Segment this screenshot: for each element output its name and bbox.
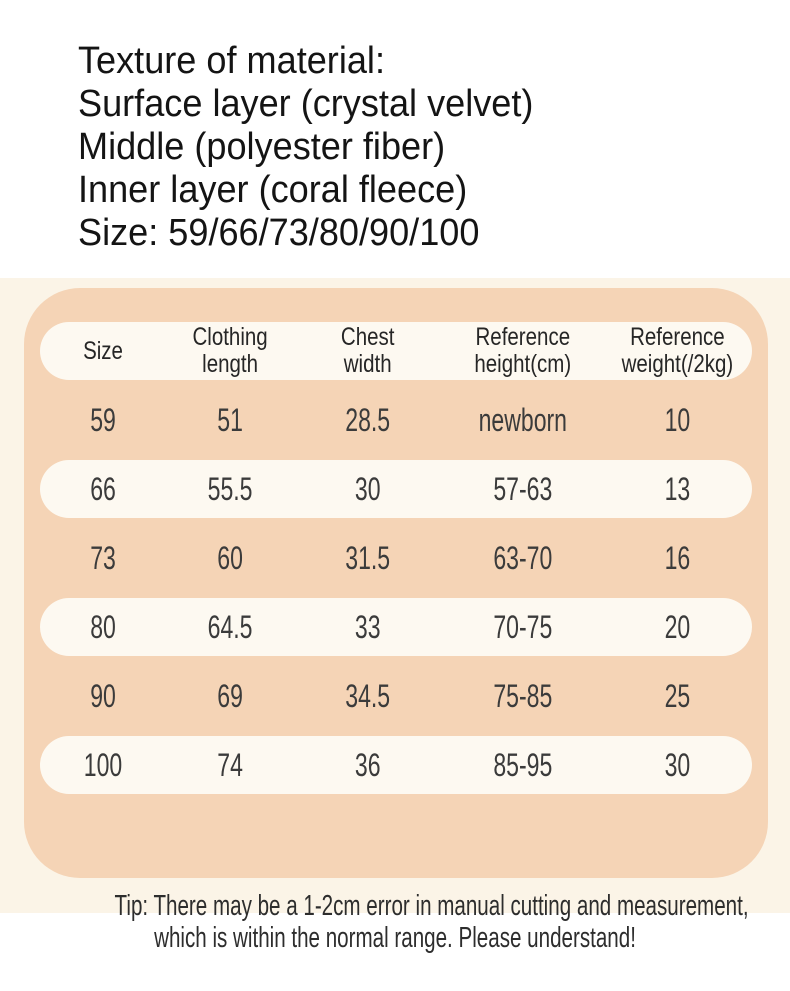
cell-reference-height: 70-75 [492, 608, 552, 645]
cell-chest-width: 33 [355, 608, 381, 645]
cell-reference-height: 75-85 [492, 677, 552, 714]
material-line-sizes: Size: 59/66/73/80/90/100 [78, 212, 480, 254]
table-row-100: 100 74 36 85-95 30 [40, 736, 752, 794]
cell-clothing-length: 74 [217, 746, 243, 783]
cell-clothing-length: 51 [217, 401, 243, 438]
size-chart-card: Size Clothing length Chest width Referen… [24, 288, 768, 878]
cell-chest-width: 34.5 [345, 677, 391, 714]
cell-reference-weight: 20 [664, 608, 691, 645]
table-row-90: 90 69 34.5 75-85 25 [40, 667, 752, 725]
material-line-inner: Inner layer (coral fleece) [78, 169, 468, 211]
tip-line-1: Tip: There may be a 1-2cm error in manua… [114, 890, 749, 922]
table-row-80: 80 64.5 33 70-75 20 [40, 598, 752, 656]
cell-chest-width: 28.5 [345, 401, 391, 438]
cell-reference-height: 57-63 [492, 470, 552, 507]
cell-chest-width: 36 [355, 746, 381, 783]
cell-size: 80 [90, 608, 116, 645]
cell-chest-width: 30 [355, 470, 381, 507]
cell-reference-weight: 10 [664, 401, 691, 438]
column-header-clothing-length: Clothing length [192, 323, 268, 378]
cell-reference-weight: 13 [664, 470, 691, 507]
cell-size: 73 [90, 539, 116, 576]
cell-size: 66 [90, 470, 116, 507]
cell-size: 59 [90, 401, 116, 438]
cell-clothing-length: 55.5 [207, 470, 253, 507]
table-row-66: 66 55.5 30 57-63 13 [40, 460, 752, 518]
cell-reference-height: newborn [478, 401, 567, 438]
cell-reference-height: 85-95 [492, 746, 552, 783]
tip-line-2: which is within the normal range. Please… [154, 922, 636, 954]
table-header-row: Size Clothing length Chest width Referen… [40, 322, 752, 380]
material-line-middle: Middle (polyester fiber) [78, 126, 446, 168]
cell-size: 100 [83, 746, 123, 783]
cell-clothing-length: 64.5 [207, 608, 253, 645]
cell-reference-weight: 25 [664, 677, 691, 714]
cell-clothing-length: 69 [217, 677, 243, 714]
cell-reference-weight: 16 [664, 539, 691, 576]
cell-size: 90 [90, 677, 116, 714]
cell-clothing-length: 60 [217, 539, 243, 576]
table-row-59: 59 51 28.5 newborn 10 [40, 391, 752, 449]
material-line-texture: Texture of material: [78, 40, 385, 82]
table-row-73: 73 60 31.5 63-70 16 [40, 529, 752, 587]
cell-chest-width: 31.5 [345, 539, 391, 576]
cell-reference-weight: 30 [664, 746, 691, 783]
cell-reference-height: 63-70 [492, 539, 552, 576]
material-line-surface: Surface layer (crystal velvet) [78, 83, 534, 125]
column-header-chest-width: Chest width [341, 323, 395, 378]
column-header-reference-weight: Reference weight(/2kg) [621, 323, 734, 378]
column-header-size: Size [83, 336, 123, 365]
material-description: Texture of material: Surface layer (crys… [78, 40, 533, 255]
measurement-tip: Tip: There may be a 1-2cm error in manua… [114, 890, 749, 954]
column-header-reference-height: Reference height(cm) [473, 323, 571, 378]
